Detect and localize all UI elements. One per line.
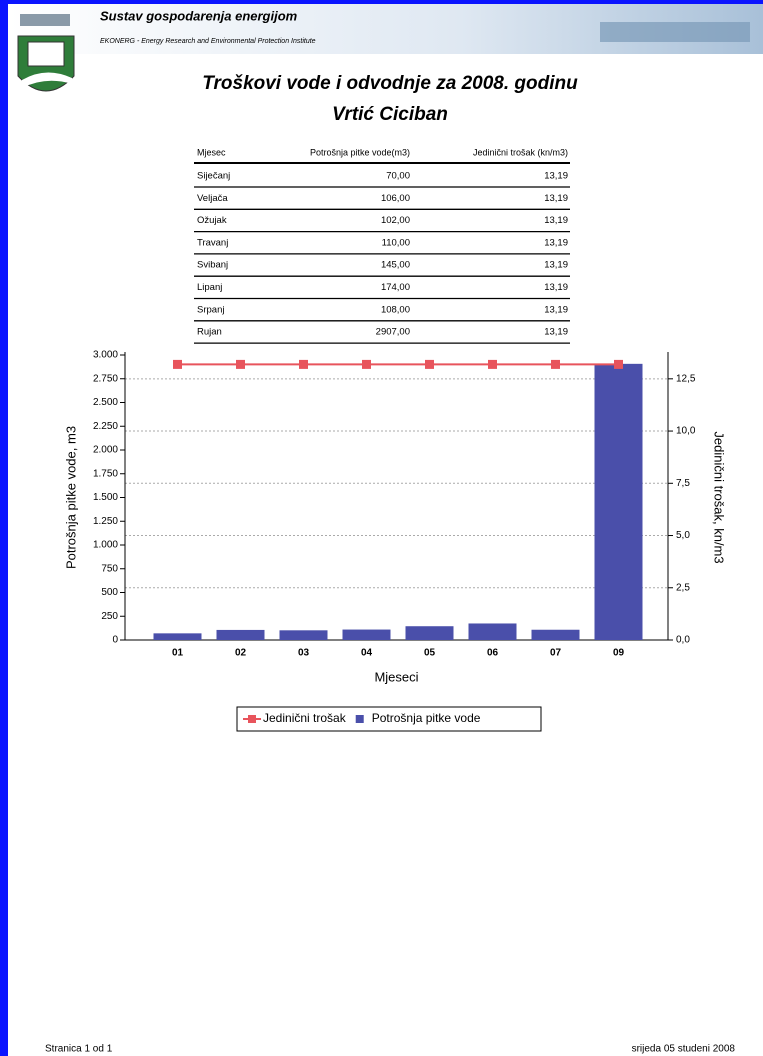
footer-right: srijeda 05 studeni 2008	[632, 1044, 736, 1055]
bar	[594, 363, 643, 640]
table-cell: 13,19	[544, 215, 568, 226]
y2-tick-label: 0,0	[676, 635, 690, 646]
table-cell: Veljača	[197, 193, 228, 204]
y-tick-label: 250	[101, 611, 118, 622]
marker	[299, 359, 308, 369]
table-cell: 13,19	[544, 304, 568, 315]
x-tick-label: 05	[424, 648, 436, 659]
bar	[216, 629, 265, 640]
legend-label: Jedinični trošak	[263, 711, 347, 725]
marker	[551, 359, 560, 369]
marker	[488, 359, 497, 369]
y2-tick-label: 5,0	[676, 530, 690, 541]
x-axis-label: Mjeseci	[374, 669, 418, 684]
logo	[17, 14, 75, 92]
header-subtitle: EKONERG - Energy Research and Environmen…	[100, 38, 316, 45]
y-tick-label: 2.500	[93, 397, 118, 408]
footer-left: Stranica 1 od 1	[45, 1044, 113, 1055]
table-cell: 2907,00	[376, 327, 410, 338]
y-tick-label: 1.000	[93, 540, 118, 551]
bar	[342, 629, 391, 640]
y-tick-label: 2.000	[93, 445, 118, 456]
table-header: Mjesec	[197, 147, 226, 157]
table-cell: Ožujak	[197, 215, 227, 226]
table-cell: 13,19	[544, 237, 568, 248]
table-cell: Svibanj	[197, 260, 228, 271]
x-tick-label: 03	[298, 648, 310, 659]
marker	[614, 359, 623, 369]
table-cell: Rujan	[197, 327, 222, 338]
y-tick-label: 2.750	[93, 373, 118, 384]
table-cell: 13,19	[544, 260, 568, 271]
y-tick-label: 1.500	[93, 492, 118, 503]
table-cell: 13,19	[544, 327, 568, 338]
table-cell: 174,00	[381, 282, 410, 293]
bar	[531, 629, 580, 640]
table-cell: 110,00	[382, 237, 410, 248]
table-cell: 102,00	[381, 215, 410, 226]
y-tick-label: 0	[112, 635, 118, 646]
y-tick-label: 500	[101, 587, 118, 598]
y2-tick-label: 12,5	[676, 373, 696, 384]
bar	[153, 633, 202, 640]
bar	[468, 623, 517, 640]
x-tick-label: 02	[235, 648, 247, 659]
table-cell: Siječanj	[197, 171, 230, 182]
table-cell: 13,19	[544, 193, 568, 204]
table-cell: 70,00	[386, 171, 410, 182]
table-header: Potrošnja pitke vode(m3)	[310, 147, 410, 157]
marker	[236, 359, 245, 369]
legend-label: Potrošnja pitke vode	[372, 711, 481, 725]
header-title: Sustav gospodarenja energijom	[100, 8, 298, 23]
marker	[362, 359, 371, 369]
marker	[173, 359, 182, 369]
table-cell: 145,00	[381, 260, 410, 271]
table-cell: 106,00	[381, 193, 410, 204]
table-cell: Lipanj	[197, 282, 222, 293]
y-tick-label: 3.000	[93, 350, 118, 361]
bar	[279, 630, 328, 640]
y-tick-label: 1.750	[93, 468, 118, 479]
x-tick-label: 07	[550, 648, 562, 659]
header-image	[600, 22, 750, 42]
y-tick-label: 2.250	[93, 421, 118, 432]
legend-swatch	[248, 715, 256, 723]
bar	[405, 626, 454, 640]
table-cell: 108,00	[381, 304, 410, 315]
legend-swatch	[355, 715, 364, 723]
y2-tick-label: 7,5	[676, 478, 690, 489]
table-header: Jedinični trošak (kn/m3)	[473, 147, 568, 157]
table-cell: Travanj	[197, 237, 228, 248]
y-tick-label: 750	[101, 563, 118, 574]
x-tick-label: 04	[361, 648, 373, 659]
x-tick-label: 06	[487, 648, 499, 659]
x-tick-label: 09	[613, 648, 625, 659]
legend-box	[236, 706, 542, 732]
y2-tick-label: 10,0	[676, 426, 696, 437]
y-axis-label: Potrošnja pitke vode, m3	[63, 426, 78, 569]
report-subtitle: Vrtić Ciciban	[332, 104, 448, 125]
y2-axis-label: Jedinični trošak, kn/m3	[712, 431, 727, 563]
table-cell: 13,19	[544, 171, 568, 182]
marker	[425, 359, 434, 369]
y2-tick-label: 2,5	[676, 582, 690, 593]
table-cell: Srpanj	[197, 304, 224, 315]
x-tick-label: 01	[172, 648, 184, 659]
y-tick-label: 1.250	[93, 516, 118, 527]
table-cell: 13,19	[544, 282, 568, 293]
report-title: Troškovi vode i odvodnje za 2008. godinu	[202, 73, 578, 94]
paper	[8, 4, 763, 1056]
